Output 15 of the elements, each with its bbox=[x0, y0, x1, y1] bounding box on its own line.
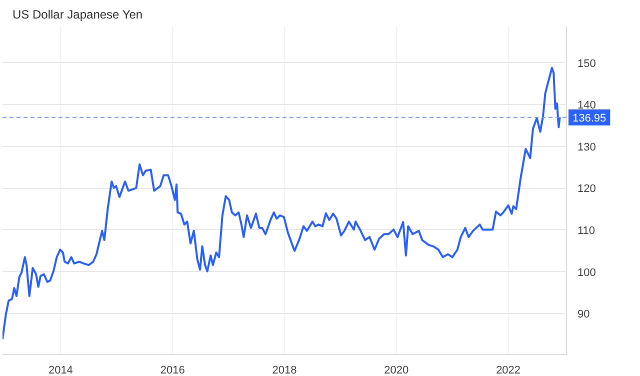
ref-line-label: 136.95 bbox=[572, 112, 606, 124]
y-tick-label: 110 bbox=[578, 224, 596, 237]
y-tick-label: 150 bbox=[578, 58, 596, 70]
line-series bbox=[2, 66, 561, 340]
x-tick-label: 2020 bbox=[384, 364, 409, 376]
y-tick-label: 90 bbox=[578, 308, 590, 321]
y-tick-label: 120 bbox=[578, 183, 596, 196]
chart-title: US Dollar Japanese Yen bbox=[12, 8, 143, 22]
x-tick-label: 2022 bbox=[496, 364, 521, 376]
y-tick-label: 130 bbox=[578, 141, 596, 154]
x-tick-label: 2014 bbox=[48, 364, 73, 376]
x-tick-label: 2016 bbox=[160, 364, 185, 376]
y-tick-label: 100 bbox=[578, 266, 596, 279]
y-tick-label: 140 bbox=[578, 100, 596, 112]
x-tick-label: 2018 bbox=[272, 364, 297, 376]
